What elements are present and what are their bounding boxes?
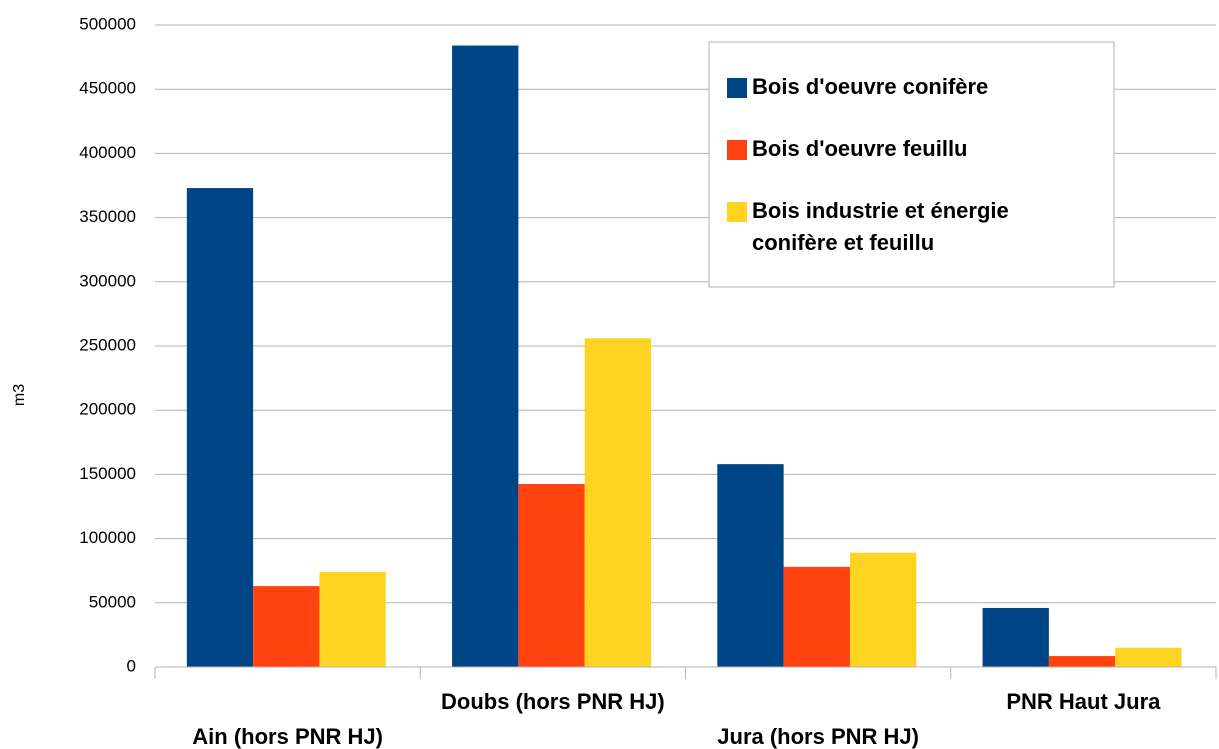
bar: [717, 464, 784, 667]
bar: [584, 338, 652, 667]
y-tick-label: 50000: [89, 592, 136, 611]
bar: [186, 188, 254, 667]
bar: [982, 607, 1049, 667]
legend-label: Bois industrie et énergie conifère et feu…: [752, 198, 1009, 255]
bar: [452, 45, 519, 667]
y-axis-label: m3: [11, 384, 28, 406]
legend-swatch: [727, 202, 747, 222]
x-tick-label: Doubs (hors PNR HJ): [441, 689, 665, 714]
y-tick-label: 450000: [79, 79, 136, 98]
y-tick-label: 350000: [79, 207, 136, 226]
y-tick-label: 250000: [79, 335, 136, 354]
x-tick-label: PNR Haut Jura: [1006, 689, 1161, 714]
bar: [1048, 656, 1116, 667]
y-tick-label: 150000: [79, 464, 136, 483]
bar: [1115, 647, 1182, 667]
bar: [253, 586, 320, 667]
legend-box: [708, 41, 1115, 288]
legend-line: conifère et feuillu: [752, 230, 934, 255]
y-tick-label: 100000: [79, 528, 136, 547]
legend-label: Bois d'oeuvre conifère: [752, 74, 988, 99]
legend: Bois d'oeuvre conifère Bois d'oeuvre feui…: [708, 41, 1115, 288]
legend-line: Bois industrie et énergie: [752, 198, 1009, 223]
y-tick-label: 500000: [79, 14, 136, 33]
y-tick-label: 0: [127, 656, 136, 675]
bar: [518, 484, 585, 667]
bar: [319, 571, 386, 667]
y-tick-label: 400000: [79, 143, 136, 162]
bar: [783, 566, 850, 667]
legend-swatch: [727, 78, 747, 98]
bar: [849, 552, 917, 667]
y-tick-label: 300000: [79, 271, 136, 290]
legend-swatch: [727, 140, 747, 160]
x-tick-label: Jura (hors PNR HJ): [717, 724, 919, 749]
legend-label: Bois d'oeuvre feuillu: [752, 136, 968, 161]
y-tick-label: 200000: [79, 400, 136, 419]
x-tick-label: Ain (hors PNR HJ): [192, 724, 383, 749]
